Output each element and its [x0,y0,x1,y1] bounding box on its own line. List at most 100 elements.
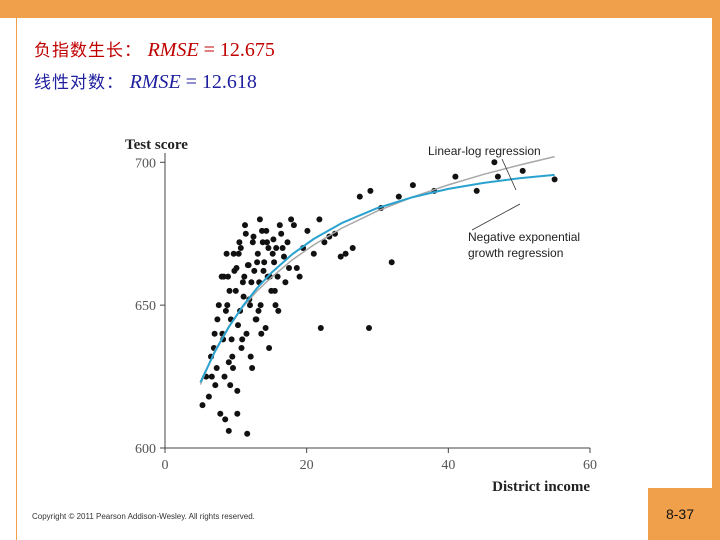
data-point [250,233,257,240]
data-point [222,307,229,314]
data-point [241,273,248,280]
negative-exponential-regression-line [199,173,555,383]
data-point [217,410,224,417]
data-point [366,325,372,331]
annotation-linear-log: Linear-log regression [428,144,541,158]
top-accent-bar [0,0,720,18]
scatter-chart: 600 650 700 0 20 40 60 Test score District incom… [125,137,597,495]
data-point [519,167,526,174]
y-axis-label: Test score [125,137,188,153]
data-point [290,222,297,229]
data-point [251,267,258,274]
data-point [237,245,244,251]
data-point [276,222,283,229]
annotation-neg-exp-line: growth regression [468,246,563,260]
annotation-linear-log-pointer [501,158,517,191]
x-tick-label: 20 [300,458,314,473]
data-point [288,216,295,223]
data-point [239,279,246,286]
data-point [232,287,239,294]
right-accent-bar [712,0,720,540]
data-point [271,287,278,294]
data-point [235,322,241,329]
data-point [215,302,222,309]
data-point [208,373,215,380]
data-point [273,245,280,251]
data-point [230,365,236,371]
heading-log-value: = 12.618 [185,71,257,93]
data-point [240,293,247,300]
data-point [259,239,266,246]
data-point [271,259,278,266]
heading-log-metric: RMSE [129,71,181,93]
heading-line-log: 线性对数： RMSE = 12.618 [34,68,257,94]
data-point [257,302,264,309]
data-point [316,216,323,223]
data-point [266,345,273,351]
data-point [262,325,269,331]
data-point [225,427,232,434]
data-point [243,330,250,337]
data-point [279,245,286,251]
data-point [296,273,303,280]
data-point [349,245,356,251]
data-point [236,239,243,246]
data-point [253,316,260,323]
data-point [274,273,281,280]
copyright-notice: Copyright © 2011 Pearson Addison-Wesley.… [32,512,255,521]
data-point [249,239,256,246]
data-point [199,402,206,409]
data-point [317,325,324,331]
data-point [234,387,241,394]
data-point [494,173,501,180]
data-point [244,430,251,437]
data-point [218,273,225,280]
data-point [247,353,254,360]
data-point [259,227,265,234]
data-point [281,253,287,260]
left-accent-line [16,18,17,540]
data-point [233,265,240,271]
data-point [304,227,311,234]
data-point [213,365,220,371]
data-point [261,259,268,266]
data-point [254,250,261,257]
data-point [223,250,230,257]
data-point [263,227,270,234]
data-point [230,250,237,257]
data-point [226,287,233,294]
y-tick-label: 600 [135,442,156,457]
x-axis-label: District income [492,479,590,495]
data-point [229,353,236,360]
data-point [473,187,480,194]
data-point [265,245,272,251]
data-point [278,230,285,237]
data-point [395,193,402,200]
data-point [249,365,256,371]
data-point [270,236,277,243]
data-point [224,302,231,309]
x-tick-label: 40 [441,458,455,473]
data-point [239,336,246,343]
data-point [367,187,374,194]
data-point [211,330,218,337]
data-point [245,262,252,269]
data-point [258,330,265,337]
y-tick-label: 700 [135,156,156,171]
data-point [284,239,291,246]
heading-exp-label: 负指数生长： [34,41,142,61]
data-point [321,239,328,246]
data-point [225,359,232,366]
data-point [221,373,228,380]
annotation-neg-exp-pointer [471,203,521,231]
data-point [228,336,235,343]
data-point [491,159,498,166]
data-point [388,259,395,266]
data-point [234,410,241,417]
data-point [247,302,253,309]
y-tick-label: 650 [135,299,156,314]
data-point [452,173,459,180]
data-point [214,316,221,323]
data-point [260,267,267,274]
data-point [286,265,292,271]
